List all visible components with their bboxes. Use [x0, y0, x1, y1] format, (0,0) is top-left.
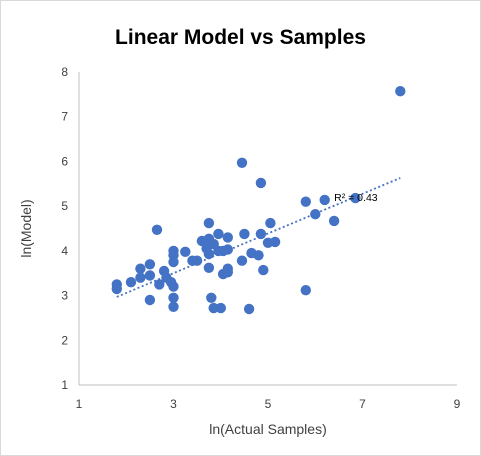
data-point [310, 209, 321, 220]
y-tick-label: 4 [61, 244, 68, 258]
data-point [328, 215, 340, 227]
data-point [203, 217, 215, 229]
data-point [154, 279, 165, 290]
data-point [168, 292, 179, 303]
data-point [144, 270, 156, 281]
data-point [350, 192, 361, 204]
data-point [213, 228, 224, 240]
data-point [135, 272, 146, 283]
data-point [215, 302, 226, 314]
x-tick-label: 5 [265, 397, 272, 411]
data-point [144, 294, 156, 306]
data-point [203, 248, 215, 260]
data-point [111, 283, 123, 295]
y-tick-label: 8 [61, 65, 68, 79]
data-point [265, 217, 276, 229]
data-point [168, 301, 179, 312]
data-point [168, 256, 179, 268]
data-point [269, 236, 281, 248]
y-axis-title: ln(Model) [18, 199, 34, 257]
data-point [258, 264, 269, 276]
x-tick-label: 3 [170, 397, 177, 411]
chart-title: Linear Model vs Samples [115, 26, 366, 49]
data-point [253, 250, 264, 261]
data-point [191, 255, 203, 266]
r-squared-label: R² = 0.43 [334, 192, 378, 204]
x-tick-label: 7 [359, 397, 366, 411]
y-tick-label: 6 [61, 154, 68, 168]
x-tick-label: 9 [454, 397, 461, 411]
y-tick-labels: 1 2 3 4 5 6 7 8 [61, 65, 68, 392]
data-point [180, 246, 191, 257]
data-point [222, 267, 233, 278]
y-tick-label: 7 [61, 110, 68, 124]
data-point [151, 224, 163, 235]
data-point [236, 157, 248, 168]
data-point [236, 255, 248, 266]
data-point [395, 86, 406, 97]
data-point [222, 232, 233, 243]
data-point [144, 259, 156, 270]
x-axis-title: ln(Actual Samples) [209, 421, 327, 437]
y-tick-label: 5 [61, 199, 68, 213]
data-point [243, 303, 255, 315]
data-point [168, 281, 179, 292]
data-point [203, 262, 215, 273]
data-point [300, 196, 311, 207]
y-tick-label: 1 [61, 378, 68, 392]
y-tick-label: 2 [61, 333, 68, 347]
data-point [300, 285, 311, 296]
data-point [255, 177, 267, 189]
data-point [206, 292, 217, 303]
data-point [239, 228, 250, 240]
y-tick-label: 3 [61, 289, 68, 303]
data-point [125, 277, 137, 288]
data-point [135, 263, 146, 274]
x-tick-label: 1 [76, 397, 83, 411]
x-tick-labels: 1 3 5 7 9 [76, 397, 461, 411]
data-points [111, 86, 406, 315]
data-point [255, 228, 267, 240]
data-point [319, 194, 330, 206]
data-point [222, 244, 233, 255]
